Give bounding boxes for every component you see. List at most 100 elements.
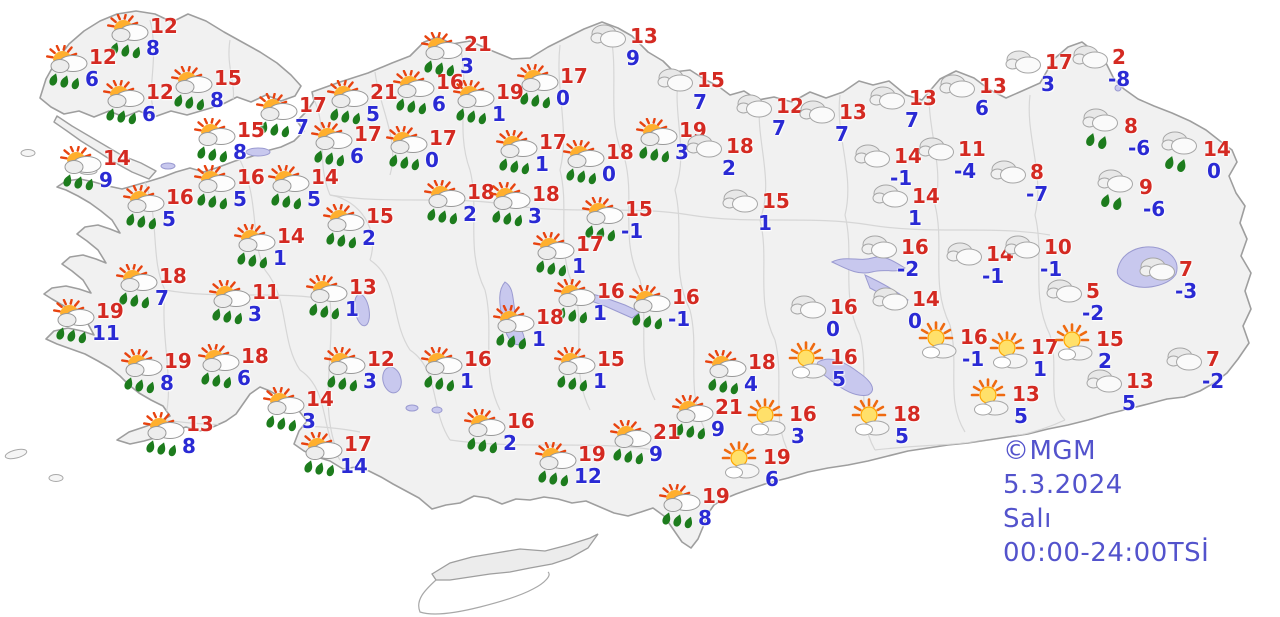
temp-low: 9: [649, 442, 663, 466]
temp-high: 12: [89, 45, 117, 69]
temp-high: 14: [277, 224, 305, 248]
temp-low: -1: [982, 264, 1005, 288]
weather-station: 15 1: [553, 346, 625, 393]
temp-high: 14: [912, 184, 940, 208]
temp-low: 5: [1014, 404, 1028, 428]
temp-low: 1: [1033, 357, 1047, 381]
weather-station: 10 -1: [1002, 233, 1072, 279]
temp-high: 13: [979, 74, 1007, 98]
temp-low: -3: [1175, 279, 1198, 303]
sun-cloud-rain-icon: [658, 483, 704, 534]
weather-station: 12 6: [102, 79, 174, 126]
temp-high: 21: [370, 80, 398, 104]
weather-station: 14 1: [233, 223, 305, 270]
temp-high: 18: [532, 182, 560, 206]
temp-high: 16: [436, 70, 464, 94]
sun-cloud-rain-icon: [142, 411, 188, 462]
small-lake-ne: [1114, 84, 1122, 92]
sun-cloud-rain-icon: [534, 441, 580, 492]
sun-cloud-rain-icon: [323, 346, 369, 397]
weather-station: 17 1: [983, 331, 1059, 379]
temp-high: 15: [625, 197, 653, 221]
temp-low: 1: [572, 254, 586, 278]
sun-cloud-rain-icon: [423, 179, 469, 230]
temp-high: 21: [464, 32, 492, 56]
temp-low: 0: [908, 309, 922, 333]
temp-low: -4: [954, 159, 977, 183]
weather-station: 18 4: [704, 349, 776, 396]
sun-cloud-rain-icon: [120, 348, 166, 399]
weather-station: 8 -6: [1078, 106, 1150, 158]
sun-cloud-icon: [715, 441, 763, 485]
gallipoli-peninsula: [53, 115, 157, 180]
sun-cloud-rain-icon: [671, 394, 717, 445]
temp-high: 18: [893, 402, 921, 426]
weather-station: 12 7: [734, 92, 804, 138]
temp-high: 13: [909, 86, 937, 110]
cloud-icon: [1084, 367, 1124, 401]
temp-low: -1: [962, 347, 985, 371]
temp-low: 9: [626, 46, 640, 70]
credit-label: ©MGM: [1003, 436, 1097, 466]
sun-cloud-rain-icon: [581, 196, 627, 247]
weather-station: 21 9: [671, 394, 743, 441]
temp-low: 0: [556, 86, 570, 110]
temp-low: 11: [92, 321, 120, 345]
temp-low: 8: [233, 140, 247, 164]
temp-low: 5: [895, 424, 909, 448]
temp-low: 3: [528, 204, 542, 228]
temp-high: 13: [839, 100, 867, 124]
temp-high: 12: [776, 94, 804, 118]
weather-station: 19 8: [658, 483, 730, 530]
day-label: Salı: [1003, 504, 1052, 534]
temp-low: 6: [237, 366, 251, 390]
temp-low: 0: [826, 317, 840, 341]
temp-high: 18: [159, 264, 187, 288]
weather-station: 2 -8: [1070, 43, 1130, 89]
temp-high: 16: [464, 347, 492, 371]
temp-high: 14: [306, 387, 334, 411]
temp-high: 19: [578, 442, 606, 466]
weather-station: 13 6: [937, 72, 1007, 118]
cloud-icon: [720, 187, 760, 221]
sun-cloud-rain-icon: [516, 63, 562, 114]
temp-low: 2: [722, 156, 736, 180]
weather-station: 21 9: [609, 419, 681, 466]
temp-high: 16: [789, 402, 817, 426]
cyprus-island: [418, 533, 599, 615]
temp-low: 3: [1041, 72, 1055, 96]
sun-cloud-icon: [1048, 323, 1096, 367]
temp-low: 8: [146, 36, 160, 60]
temp-high: 12: [146, 80, 174, 104]
temp-low: 5: [162, 207, 176, 231]
temp-high: 18: [726, 134, 754, 158]
weather-station: 16 -2: [859, 233, 929, 279]
temp-high: 2: [1112, 45, 1126, 69]
weather-station: 19 8: [120, 348, 192, 395]
weather-station: 14 0: [1157, 129, 1231, 181]
sun-cloud-rain-icon: [170, 65, 216, 116]
cloud-icon: [684, 132, 724, 166]
weather-station: 18 2: [684, 132, 754, 178]
temp-high: 19: [763, 445, 791, 469]
temp-low: 1: [758, 211, 772, 235]
temp-high: 14: [912, 287, 940, 311]
small-lake-b: [431, 406, 443, 414]
temp-high: 17: [344, 432, 372, 456]
cloud-icon: [852, 142, 892, 176]
sun-cloud-rain-icon: [463, 408, 509, 459]
sun-cloud-rain-icon: [300, 431, 346, 482]
temp-low: 7: [905, 108, 919, 132]
weather-station: 18 3: [488, 181, 560, 228]
weather-station: 18 6: [197, 343, 269, 390]
weather-station: 16 6: [392, 69, 464, 116]
temp-low: 6: [142, 102, 156, 126]
temp-high: 18: [536, 305, 564, 329]
weather-station: 18 7: [115, 263, 187, 310]
cloud-icon: [1164, 345, 1204, 379]
weather-station: 8 -7: [988, 158, 1048, 204]
sun-cloud-icon: [782, 341, 830, 385]
weather-station: 18 0: [562, 139, 634, 186]
